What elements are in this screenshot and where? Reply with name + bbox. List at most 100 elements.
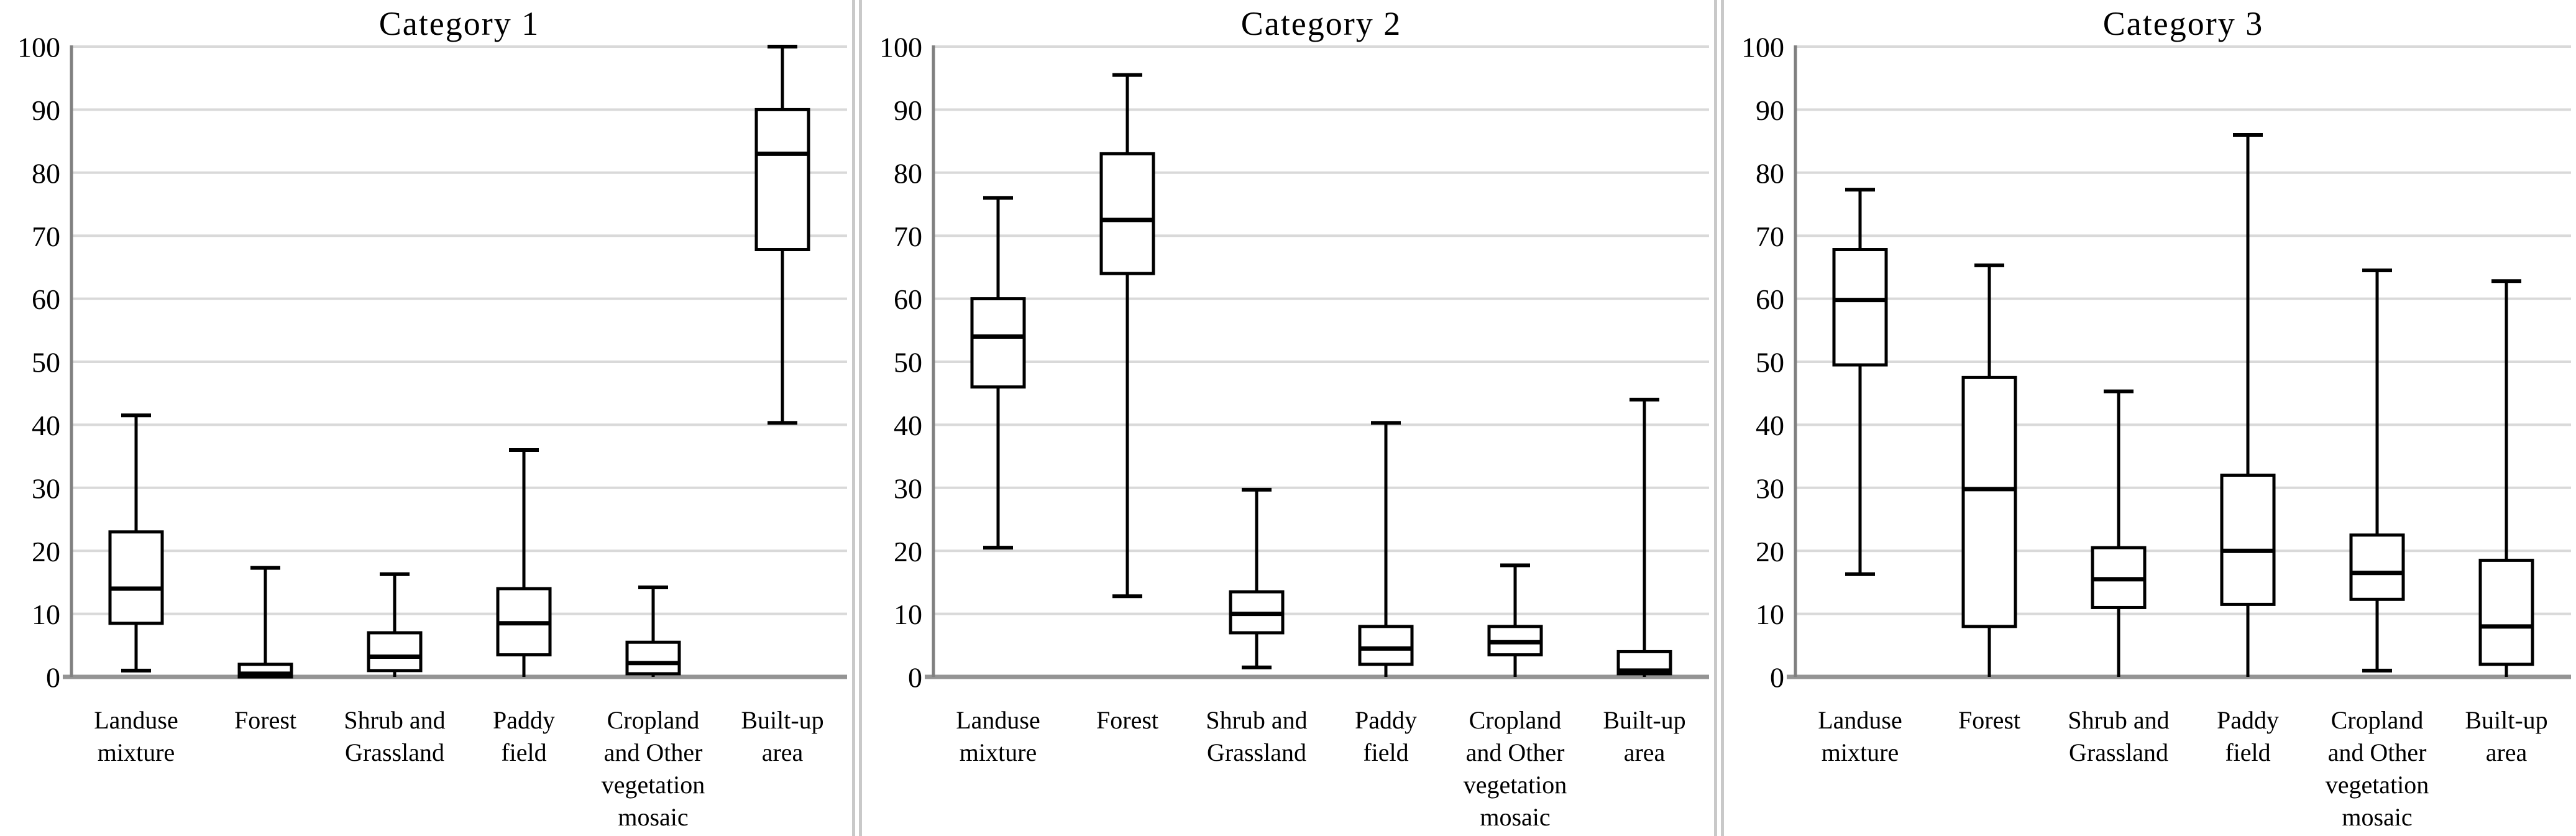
divider-line	[859, 0, 862, 836]
box-whisker-3	[367, 572, 423, 677]
x-category-label: Landuse	[94, 706, 178, 734]
y-tick-label: 90	[32, 94, 60, 126]
panel-category-1: 100 90 80 70 60 50 40 30 20 10 0 Category 1 Landuse m…	[0, 0, 852, 836]
x-category-label: mosaic	[618, 803, 688, 831]
iqr-box	[2349, 533, 2405, 601]
x-category-label: Grassland	[345, 738, 444, 766]
iqr-box	[970, 297, 1026, 389]
iqr-box	[1358, 625, 1414, 666]
y-tick-label: 20	[32, 536, 60, 567]
y-tick-label: 0	[46, 662, 60, 694]
box-whisker-4	[1358, 421, 1414, 677]
y-tick-label: 30	[894, 472, 922, 504]
x-category-label: field	[2225, 738, 2270, 766]
x-category-label: Landuse	[956, 706, 1040, 734]
x-category-label: Grassland	[2069, 738, 2168, 766]
x-category-label: and Other	[604, 738, 703, 766]
x-category-label: Built-up	[2465, 706, 2547, 734]
x-category-label: Cropland	[2331, 706, 2424, 734]
y-tick-label: 80	[1756, 157, 1784, 189]
x-category-label: Grassland	[1207, 738, 1306, 766]
y-tick-label: 80	[894, 157, 922, 189]
y-tick-label: 50	[32, 347, 60, 379]
panel-divider-2	[1714, 0, 1724, 836]
y-tick-label: 40	[894, 410, 922, 441]
divider-line	[1721, 0, 1724, 836]
y-tick-label: 20	[894, 536, 922, 567]
x-category-label: mixture	[1822, 738, 1899, 766]
x-category-label: field	[501, 738, 546, 766]
y-tick-label: 80	[32, 157, 60, 189]
y-tick-label: 40	[1756, 410, 1784, 441]
x-category-label: mosaic	[1480, 803, 1550, 831]
iqr-box	[2478, 558, 2534, 666]
y-tick-label: 20	[1756, 536, 1784, 567]
box-whisker-1	[1832, 188, 1888, 576]
x-category-label: area	[1624, 738, 1666, 766]
panel-category-3: 100 90 80 70 60 50 40 30 20 10 0 Category 3 Landuse m…	[1724, 0, 2576, 836]
box-whisker-6	[2478, 279, 2534, 677]
iqr-box	[1099, 152, 1155, 275]
box-whisker-5	[2349, 268, 2405, 673]
x-category-label: area	[2486, 738, 2528, 766]
iqr-box	[754, 108, 810, 252]
box-whisker-5	[625, 586, 681, 677]
x-category-label: Cropland	[1469, 706, 1562, 734]
y-tick-label: 70	[32, 221, 60, 252]
x-category-label: Shrub and	[2068, 706, 2169, 734]
y-tick-label: 70	[894, 221, 922, 252]
y-tick-label: 0	[1770, 662, 1784, 694]
box-whisker-6	[1616, 397, 1672, 677]
iqr-box	[1832, 248, 1888, 367]
x-category-label: Landuse	[1818, 706, 1902, 734]
y-tick-label: 100	[1741, 32, 1784, 63]
y-tick-label: 60	[894, 283, 922, 315]
y-tick-label: 90	[894, 94, 922, 126]
x-category-label: Built-up	[1603, 706, 1685, 734]
x-category-label: vegetation	[602, 771, 705, 799]
x-category-label: mixture	[960, 738, 1037, 766]
x-category-label: Shrub and	[1206, 706, 1307, 734]
chart-title: Category 2	[1241, 5, 1401, 42]
x-category-label: Cropland	[607, 706, 700, 734]
box-whisker-6	[754, 45, 810, 425]
box-whisker-3	[1229, 487, 1285, 669]
y-tick-label: 40	[32, 410, 60, 441]
iqr-box	[2220, 474, 2276, 606]
box-whisker-4	[2220, 132, 2276, 677]
x-category-label: Shrub and	[344, 706, 445, 734]
x-category-label: vegetation	[1464, 771, 1567, 799]
x-category-label: field	[1363, 738, 1408, 766]
box-whisker-1	[108, 413, 164, 673]
y-tick-label: 0	[908, 662, 922, 694]
box-whisker-2	[237, 566, 293, 679]
divider-line	[1714, 0, 1717, 836]
x-category-label: Paddy	[493, 706, 555, 734]
iqr-box	[367, 631, 423, 673]
x-category-label: Forest	[1096, 706, 1158, 734]
box-whisker-3	[2091, 389, 2147, 677]
y-tick-label: 60	[32, 283, 60, 315]
y-tick-label: 60	[1756, 283, 1784, 315]
iqr-box	[108, 530, 164, 625]
x-category-label: Forest	[234, 706, 296, 734]
x-category-label: mosaic	[2342, 803, 2412, 831]
box-whisker-2	[1961, 263, 2017, 677]
panel-category-2: 100 90 80 70 60 50 40 30 20 10 0 Category 2 Landuse m…	[862, 0, 1714, 836]
box-whisker-4	[496, 448, 552, 677]
y-tick-label: 100	[879, 32, 922, 63]
y-tick-label: 10	[32, 599, 60, 630]
x-category-label: and Other	[1466, 738, 1565, 766]
y-tick-label: 90	[1756, 94, 1784, 126]
iqr-box	[1961, 375, 2017, 628]
divider-line	[852, 0, 855, 836]
iqr-box	[625, 640, 681, 676]
x-category-label: area	[762, 738, 804, 766]
y-tick-label: 10	[894, 599, 922, 630]
y-tick-label: 100	[17, 32, 60, 63]
x-category-label: mixture	[98, 738, 175, 766]
